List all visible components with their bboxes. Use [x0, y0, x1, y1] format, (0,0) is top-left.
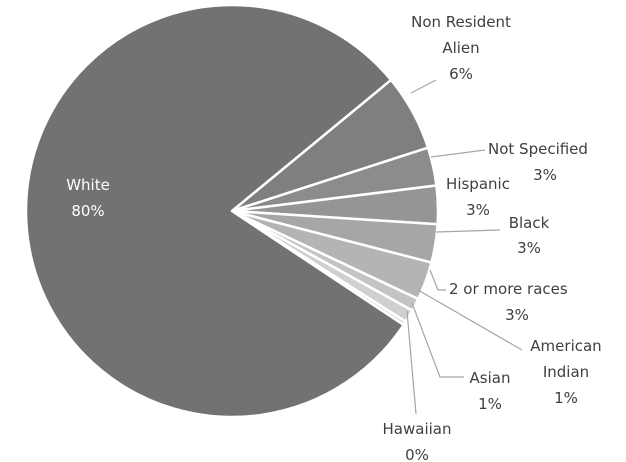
slice-label-hawaiian: Hawaiian: [383, 420, 452, 438]
pie-slice-white: [24, 3, 405, 419]
slice-label-white: White: [66, 176, 110, 194]
leader-line-black: [435, 229, 501, 233]
slice-value-american-indian: 1%: [554, 389, 578, 407]
slice-value-not-specified: 3%: [533, 166, 557, 184]
slice-label-non-resident-alien: Alien: [442, 39, 479, 57]
slice-label-2-or-more-races: 2 or more races: [449, 280, 568, 298]
leader-line-2-or-more-races: [429, 269, 446, 291]
slice-label-hispanic: Hispanic: [446, 175, 510, 193]
slice-value-2-or-more-races: 3%: [505, 306, 529, 324]
slice-value-white: 80%: [71, 202, 104, 220]
leader-line-hawaiian: [406, 310, 417, 415]
slice-value-hispanic: 3%: [466, 201, 490, 219]
leader-line-non-resident-alien: [410, 79, 437, 94]
slice-labels: Non Resident Alien 6% Not Specified 3% Hispan…: [66, 13, 602, 462]
leader-line-not-specified: [430, 149, 486, 158]
slice-value-non-resident-alien: 6%: [449, 65, 473, 83]
slice-label-american-indian: American: [530, 337, 601, 355]
slice-label-asian: Asian: [470, 369, 511, 387]
pie-slices: [24, 3, 440, 419]
slice-label-not-specified: Not Specified: [488, 140, 588, 158]
slice-label-american-indian: Indian: [543, 363, 589, 381]
leader-line-american-indian: [417, 289, 523, 351]
slice-value-black: 3%: [517, 239, 541, 257]
slice-value-hawaiian: 0%: [405, 446, 429, 462]
leader-line-asian: [411, 302, 464, 378]
slice-label-black: Black: [509, 214, 550, 232]
leader-lines: [406, 79, 523, 415]
slice-value-asian: 1%: [478, 395, 502, 413]
slice-label-non-resident-alien: Non Resident: [411, 13, 511, 31]
